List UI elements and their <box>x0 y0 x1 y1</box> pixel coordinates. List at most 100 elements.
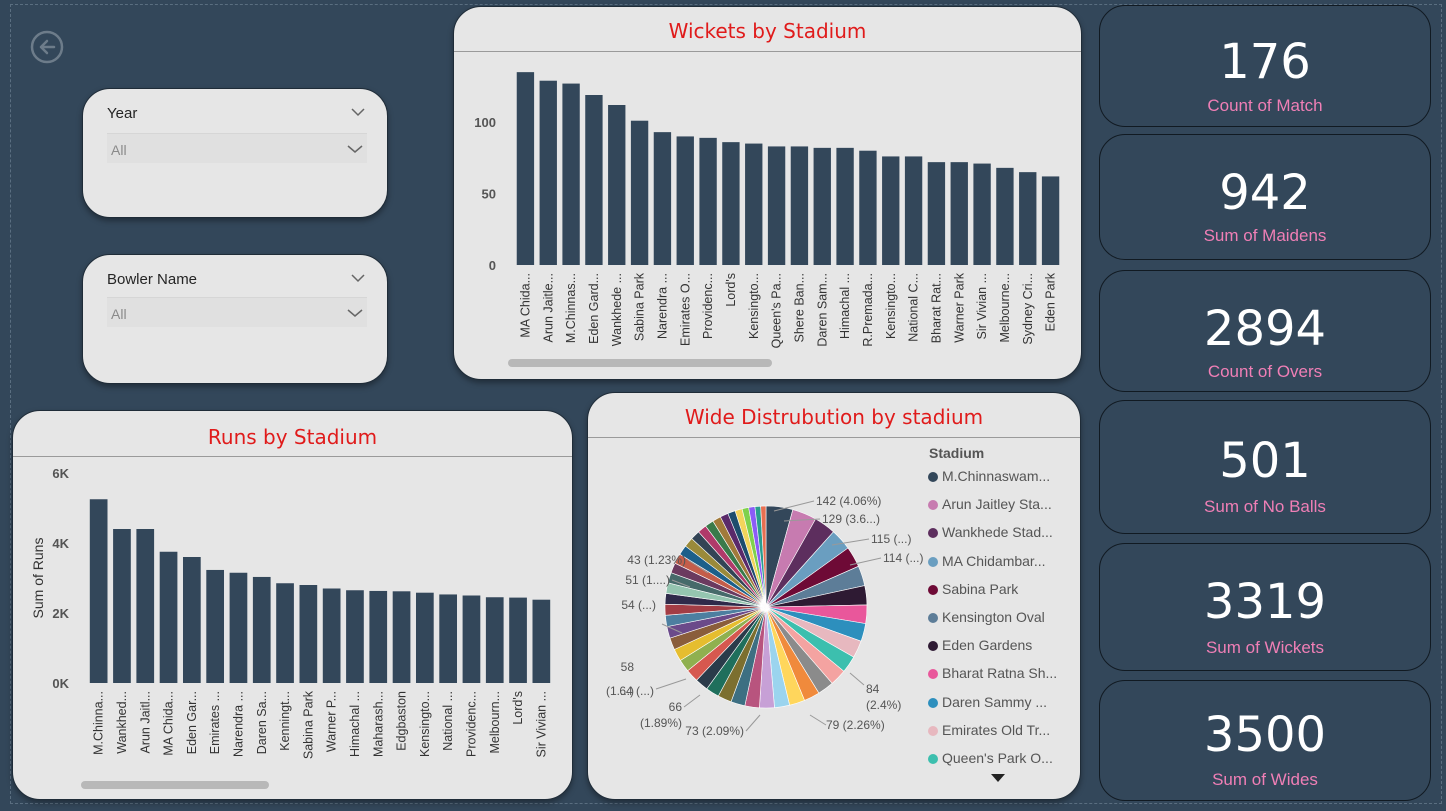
bar[interactable] <box>206 569 225 683</box>
bar[interactable] <box>585 95 603 265</box>
bar[interactable] <box>630 120 649 265</box>
bar[interactable] <box>369 590 388 683</box>
chevron-down-icon[interactable] <box>351 107 365 117</box>
bar[interactable] <box>439 594 458 683</box>
bar[interactable] <box>562 83 580 265</box>
x-tick-label: Arun Jaitl... <box>138 691 152 754</box>
legend-item[interactable]: Bharat Ratna Sh... <box>928 665 1057 681</box>
bar[interactable] <box>276 583 294 683</box>
chevron-down-icon[interactable] <box>351 273 365 283</box>
legend-item[interactable]: MA Chidambar... <box>928 553 1046 569</box>
bar[interactable] <box>299 585 318 683</box>
legend-item[interactable]: Queen's Park O... <box>928 750 1053 766</box>
leader-line <box>687 559 709 574</box>
slice-data-label: (1.89%) <box>640 716 682 730</box>
bar[interactable] <box>182 557 201 683</box>
bar[interactable] <box>1019 172 1037 265</box>
bar[interactable] <box>415 592 434 683</box>
year-dropdown[interactable]: All <box>107 133 367 163</box>
x-tick-label: M.Chinna... <box>92 691 106 755</box>
legend-item[interactable]: Wankhede Stad... <box>928 524 1053 540</box>
bar[interactable] <box>904 156 923 265</box>
leader-line <box>683 694 701 708</box>
bar[interactable] <box>882 156 900 265</box>
bar[interactable] <box>653 132 672 265</box>
bar[interactable] <box>676 136 694 265</box>
bar[interactable] <box>485 597 504 683</box>
slice-data-label: 73 (2.09%) <box>685 724 744 738</box>
bar[interactable] <box>136 529 155 683</box>
horizontal-scrollbar[interactable] <box>81 781 269 789</box>
bar[interactable] <box>322 588 341 684</box>
bar[interactable] <box>539 80 557 265</box>
legend-item[interactable]: M.Chinnaswam... <box>928 468 1050 484</box>
legend-item[interactable]: Eden Gardens <box>928 637 1032 653</box>
slice-data-label: 66 <box>669 700 683 714</box>
bowler-dropdown[interactable]: All <box>107 297 367 327</box>
chevron-down-icon <box>347 309 363 317</box>
horizontal-scrollbar[interactable] <box>508 359 772 367</box>
bar[interactable] <box>113 529 131 683</box>
title-divider <box>13 456 572 457</box>
x-tick-label: Melbourne... <box>998 273 1012 342</box>
x-tick-label: Daren Sam... <box>815 273 829 347</box>
legend-item[interactable]: Sabina Park <box>928 581 1018 597</box>
legend-label: Wankhede Stad... <box>942 524 1053 541</box>
legend-dot-icon <box>928 697 938 708</box>
bar[interactable] <box>927 162 946 265</box>
bar[interactable] <box>722 142 740 265</box>
leader-line <box>849 557 882 566</box>
legend-scroll-down-icon[interactable] <box>990 773 1006 783</box>
bar[interactable] <box>767 146 786 265</box>
legend-item[interactable]: Arun Jaitley Sta... <box>928 496 1052 512</box>
bar[interactable] <box>516 72 535 266</box>
bar[interactable] <box>859 150 877 265</box>
bar[interactable] <box>745 143 763 265</box>
legend-title: Stadium <box>929 445 985 461</box>
x-tick-label: Maharash... <box>371 691 385 757</box>
legend-label: MA Chidambar... <box>942 552 1046 569</box>
bar[interactable] <box>462 595 481 684</box>
bar[interactable] <box>252 576 271 683</box>
year-slicer[interactable]: Year All <box>82 88 388 218</box>
bar[interactable] <box>699 137 717 265</box>
bar[interactable] <box>790 146 809 265</box>
bar[interactable] <box>950 162 968 265</box>
x-tick-label: Emirates ... <box>208 691 222 754</box>
leader-line <box>831 538 870 546</box>
bar[interactable] <box>996 167 1014 265</box>
kpi-value: 3500 <box>1203 707 1327 763</box>
x-tick-label: Wankhede ... <box>610 273 624 346</box>
bar[interactable] <box>532 599 551 683</box>
runs-chart-card: Runs by Stadium 0K 2K 4K 6K Sum of Runs M.Chi… <box>12 410 573 800</box>
x-tick-label: Sabina Park <box>633 272 647 341</box>
bar[interactable] <box>229 572 248 683</box>
bar[interactable] <box>973 163 991 265</box>
legend-item[interactable]: Kensington Oval <box>928 609 1045 625</box>
legend-item[interactable]: Emirates Old Tr... <box>928 722 1050 738</box>
bar[interactable] <box>813 147 831 265</box>
bar[interactable] <box>608 105 626 265</box>
runs-bar-chart: 0K 2K 4K 6K Sum of Runs M.Chinna... Wankhed...… <box>30 466 551 759</box>
bar[interactable] <box>1041 176 1060 265</box>
chevron-down-icon <box>347 145 363 153</box>
bar[interactable] <box>89 499 108 683</box>
bar[interactable] <box>159 551 178 683</box>
bowler-dropdown-value: All <box>111 306 127 322</box>
x-tick-label: Eden Park <box>1044 272 1058 331</box>
bar[interactable] <box>346 590 364 683</box>
x-tick-label: Narendra ... <box>655 273 669 339</box>
bar[interactable] <box>392 591 411 683</box>
legend-item[interactable]: Daren Sammy ... <box>928 694 1047 710</box>
x-tick-label: Warner P... <box>325 691 339 752</box>
y-tick-label: 2K <box>52 606 69 621</box>
pie-slice[interactable] <box>760 505 767 608</box>
legend-label: Daren Sammy ... <box>942 693 1048 710</box>
legend-dot-icon <box>928 725 938 736</box>
legend-dot-icon <box>928 584 938 595</box>
bowler-slicer[interactable]: Bowler Name All <box>82 254 388 384</box>
bar[interactable] <box>836 147 854 265</box>
x-tick-label: Providenc... <box>701 273 715 339</box>
back-button[interactable] <box>30 30 64 64</box>
bar[interactable] <box>509 597 527 683</box>
